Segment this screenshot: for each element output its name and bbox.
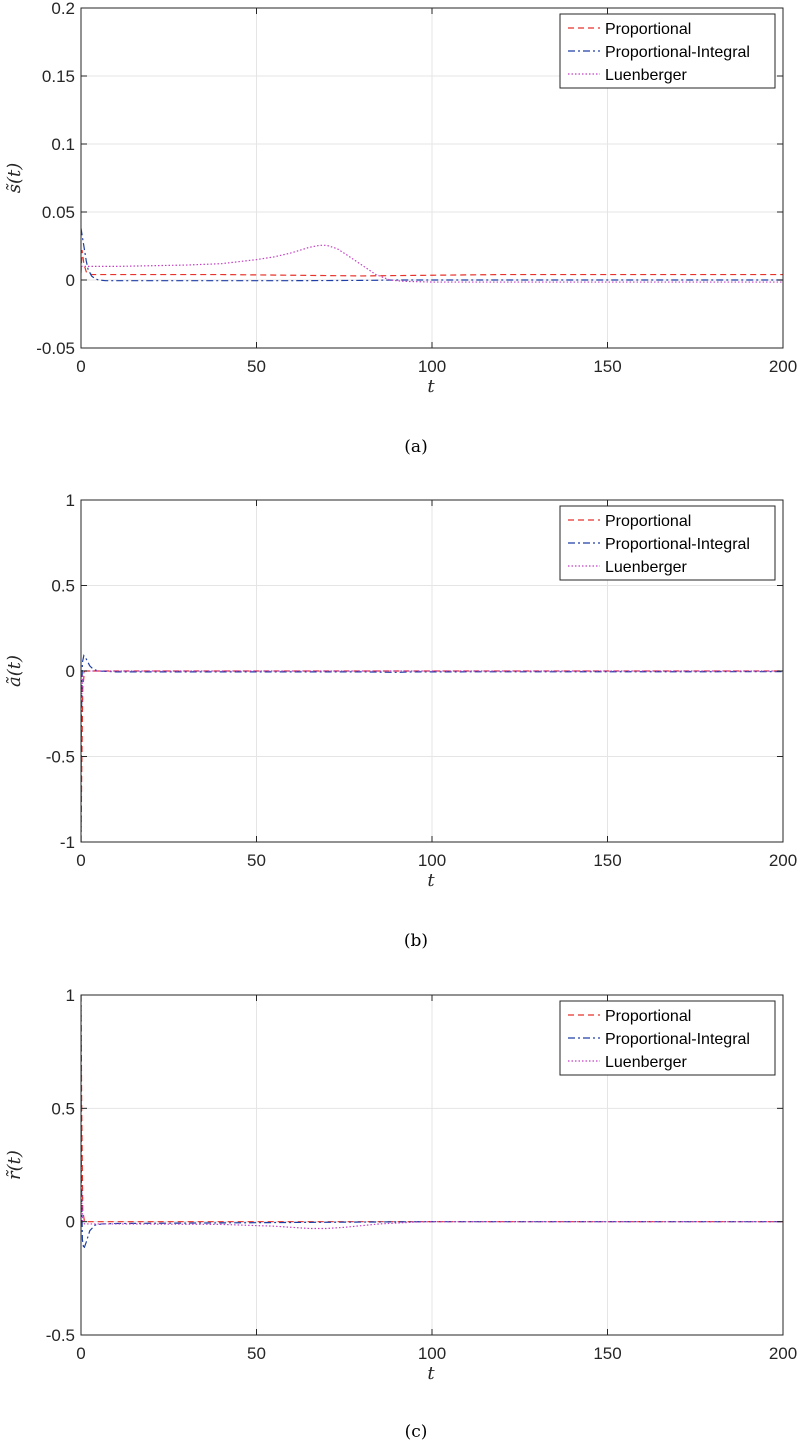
- legend-entry: Luenberger: [605, 559, 688, 576]
- y-axis-label: r̃(t): [4, 1150, 25, 1180]
- x-tick-label: 150: [593, 1344, 621, 1363]
- y-tick-label: -1: [60, 833, 75, 852]
- chart-panel-2: 0 50 100 150 200-0.500.51tr̃(t)ProportionalP…: [4, 986, 797, 1442]
- series-group: [81, 995, 783, 1250]
- y-tick-label: 0.2: [51, 0, 75, 18]
- y-tick-label: 0: [66, 271, 75, 290]
- y-tick-label: -0.5: [46, 1326, 75, 1345]
- series-line-luenberger: [81, 1153, 783, 1230]
- subfigure-caption: (c): [405, 1422, 428, 1442]
- x-tick-label: 100: [418, 1344, 446, 1363]
- x-tick-label: 200: [769, 357, 797, 376]
- legend-entry: Proportional: [605, 513, 691, 530]
- y-tick-label: 0: [66, 1213, 75, 1232]
- chart-panel-0: 0 50 100 150 200-0.0500.050.10.150.2ts̃(t)Pr…: [4, 0, 797, 457]
- y-tick-label: -0.05: [36, 339, 75, 358]
- y-axis-label: ã(t): [4, 655, 25, 687]
- x-tick-label: 50: [247, 851, 266, 870]
- y-tick-label: 0.15: [42, 67, 75, 86]
- x-tick-label: 0: [76, 851, 85, 870]
- y-tick-label: 1: [66, 986, 75, 1005]
- legend: Proportional Proportional-Integral Luenber…: [559, 505, 776, 581]
- series-line-luenberger: [81, 244, 783, 283]
- legend-box: [559, 505, 776, 581]
- series-line-proportional-integral: [81, 228, 783, 282]
- y-tick-label: -0.5: [46, 748, 75, 767]
- y-tick-label: 0: [66, 662, 75, 681]
- x-tick-label: 50: [247, 357, 266, 376]
- legend-entry: Proportional: [605, 1008, 691, 1025]
- y-tick-label: 0.5: [51, 1099, 75, 1118]
- legend-entry: Proportional-Integral: [605, 1031, 750, 1048]
- series-group: [81, 228, 783, 283]
- legend: Proportional Proportional-Integral Luenber…: [559, 1000, 776, 1076]
- legend: Proportional Proportional-Integral Luenber…: [559, 13, 776, 89]
- x-tick-label: 100: [418, 357, 446, 376]
- subfigure-caption: (a): [404, 437, 427, 457]
- y-tick-label: 0.5: [51, 577, 75, 596]
- x-axis-label: t: [427, 870, 435, 891]
- x-tick-label: 150: [593, 851, 621, 870]
- y-tick-label: 0.05: [42, 203, 75, 222]
- x-axis-label: t: [427, 1363, 435, 1384]
- legend-box: [559, 13, 776, 89]
- legend-entry: Luenberger: [605, 1054, 688, 1071]
- y-tick-label: 0.1: [51, 135, 75, 154]
- x-tick-label: 0: [76, 1344, 85, 1363]
- y-axis-label: s̃(t): [4, 163, 25, 194]
- series-line-luenberger: [81, 670, 783, 723]
- legend-entry: Proportional-Integral: [605, 536, 750, 553]
- x-tick-label: 200: [769, 851, 797, 870]
- subfigure-caption: (b): [404, 931, 428, 951]
- y-tick-label: 1: [66, 491, 75, 510]
- legend-entry: Luenberger: [605, 67, 688, 84]
- series-line-proportional: [81, 250, 783, 277]
- x-tick-label: 100: [418, 851, 446, 870]
- x-axis-label: t: [427, 376, 435, 397]
- x-tick-label: 50: [247, 1344, 266, 1363]
- legend-entry: Proportional: [605, 21, 691, 38]
- x-tick-label: 0: [76, 357, 85, 376]
- legend-entry: Proportional-Integral: [605, 44, 750, 61]
- x-tick-label: 200: [769, 1344, 797, 1363]
- legend-box: [559, 1000, 776, 1076]
- x-tick-label: 150: [593, 357, 621, 376]
- series-line-proportional-integral: [81, 995, 783, 1250]
- chart-panel-1: 0 50 100 150 200 -1 -0.5 0 0.5 1 t ã(t) Proportional…: [4, 491, 797, 951]
